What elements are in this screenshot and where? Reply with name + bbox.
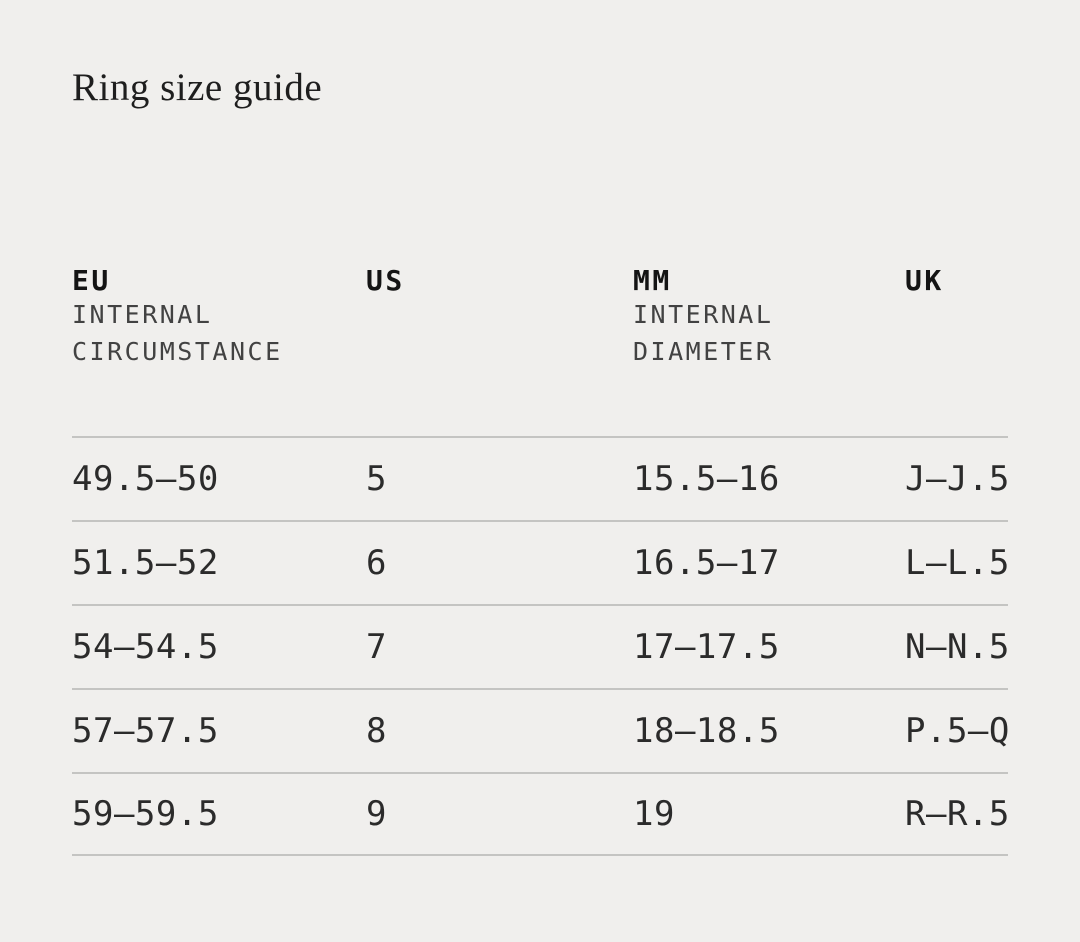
column-sublabel-line: INTERNAL xyxy=(633,300,774,329)
cell-uk: J—J.5 xyxy=(905,459,1010,499)
column-header-uk: UK xyxy=(905,266,1008,370)
column-label: UK xyxy=(905,264,944,297)
column-header-us: US xyxy=(366,266,633,370)
table-body: 49.5—50 5 15.5—16 J—J.5 51.5—52 6 16.5—1… xyxy=(72,436,1010,856)
cell-us: 5 xyxy=(366,459,387,499)
table-row: 51.5—52 6 16.5—17 L—L.5 xyxy=(72,520,1010,604)
cell-eu: 51.5—52 xyxy=(72,543,219,583)
table-header-row: EU INTERNAL CIRCUMSTANCE US MM INTERNAL … xyxy=(72,266,1008,370)
column-header-eu: EU INTERNAL CIRCUMSTANCE xyxy=(72,266,366,370)
column-label: EU xyxy=(72,264,111,297)
table-row: 54—54.5 7 17—17.5 N—N.5 xyxy=(72,604,1010,688)
table-row: 49.5—50 5 15.5—16 J—J.5 xyxy=(72,436,1010,520)
cell-mm: 19 xyxy=(633,794,675,834)
cell-mm: 18—18.5 xyxy=(633,711,780,751)
table-row: 59—59.5 9 19 R—R.5 xyxy=(72,772,1010,856)
cell-uk: P.5—Q xyxy=(905,711,1010,751)
cell-uk: L—L.5 xyxy=(905,543,1010,583)
cell-uk: R—R.5 xyxy=(905,794,1010,834)
cell-uk: N—N.5 xyxy=(905,627,1010,667)
cell-eu: 49.5—50 xyxy=(72,459,219,499)
column-label: MM xyxy=(633,264,672,297)
cell-eu: 59—59.5 xyxy=(72,794,219,834)
cell-eu: 57—57.5 xyxy=(72,711,219,751)
cell-us: 6 xyxy=(366,543,387,583)
cell-us: 7 xyxy=(366,627,387,667)
column-sublabel-line: CIRCUMSTANCE xyxy=(72,337,283,366)
cell-mm: 15.5—16 xyxy=(633,459,780,499)
cell-mm: 16.5—17 xyxy=(633,543,780,583)
cell-us: 9 xyxy=(366,794,387,834)
page-title: Ring size guide xyxy=(72,66,323,109)
column-label: US xyxy=(366,264,405,297)
ring-size-table: EU INTERNAL CIRCUMSTANCE US MM INTERNAL … xyxy=(72,266,1010,856)
column-sublabel-line: DIAMETER xyxy=(633,337,774,366)
column-header-mm: MM INTERNAL DIAMETER xyxy=(633,266,905,370)
cell-mm: 17—17.5 xyxy=(633,627,780,667)
cell-us: 8 xyxy=(366,711,387,751)
table-row: 57—57.5 8 18—18.5 P.5—Q xyxy=(72,688,1010,772)
cell-eu: 54—54.5 xyxy=(72,627,219,667)
column-sublabel-line: INTERNAL xyxy=(72,300,213,329)
